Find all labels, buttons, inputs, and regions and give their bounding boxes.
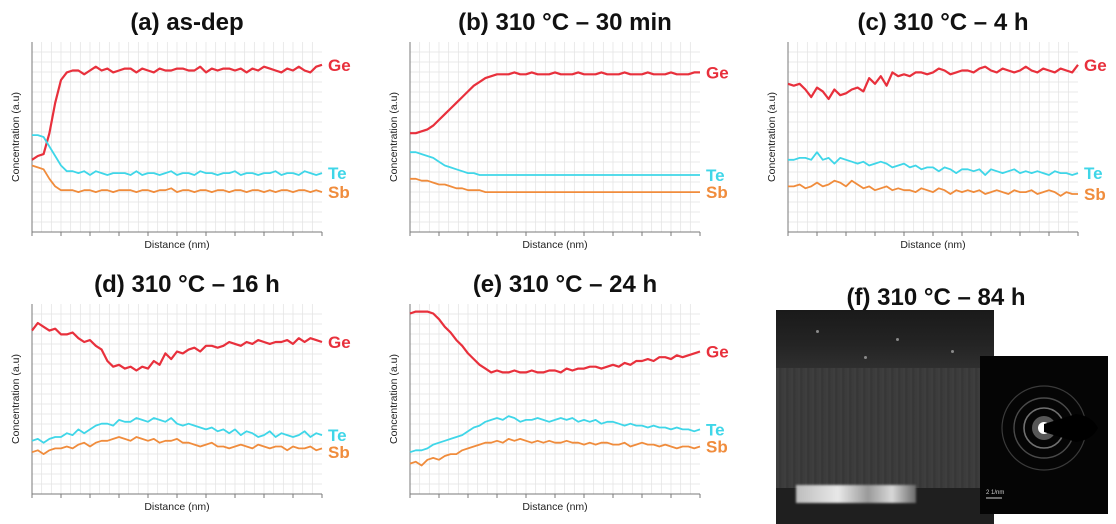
series-label-sb: Sb <box>328 183 350 202</box>
y-axis-label: Concentration (a.u) <box>388 354 400 444</box>
chart-panel-e: (e) 310 °C – 24 h Distance (nm) Concentrat… <box>378 262 738 524</box>
tem-particle <box>864 356 867 359</box>
chart-panel-a: (a) as-dep Distance (nm) Concentration (a.… <box>0 0 360 262</box>
chart-title: (a) as-dep <box>130 9 243 36</box>
series-line-ge <box>31 63 323 161</box>
series-label-sb: Sb <box>328 443 350 462</box>
series-line-sb <box>31 436 323 456</box>
tem-bright-region <box>796 485 916 503</box>
series-label-te: Te <box>328 164 347 183</box>
chart-panel-d: (d) 310 °C – 16 h Distance (nm) Concentrat… <box>0 262 360 524</box>
saed-pattern-inset: 2 1/nm <box>980 356 1108 514</box>
series-label-te: Te <box>706 166 725 185</box>
y-axis-label: Concentration (a.u) <box>10 92 22 182</box>
x-axis-label: Distance (nm) <box>144 501 209 513</box>
series-line-sb <box>409 437 701 467</box>
y-axis-label: Concentration (a.u) <box>388 92 400 182</box>
scale-bar-label: 2 1/nm <box>986 490 1004 496</box>
chart-svg-b: (b) 310 °C – 30 min Distance (nm) Concentr… <box>388 9 729 251</box>
series-label-te: Te <box>328 426 347 445</box>
tem-particle <box>896 338 899 341</box>
tem-top-layer <box>776 310 994 368</box>
series-label-te: Te <box>1084 164 1103 183</box>
chart-svg-c: (c) 310 °C – 4 h Distance (nm) Concentrati… <box>766 9 1107 251</box>
series-line-sb <box>788 179 1078 197</box>
y-axis-label: Concentration (a.u) <box>766 92 778 182</box>
chart-title: (e) 310 °C – 24 h <box>473 271 657 298</box>
chart-title: (b) 310 °C – 30 min <box>458 9 672 36</box>
series-label-ge: Ge <box>328 56 351 75</box>
series-line-ge <box>787 64 1079 101</box>
series-line-ge <box>31 321 323 372</box>
y-axis-label: Concentration (a.u) <box>10 354 22 444</box>
series-line-ge <box>410 71 700 135</box>
tem-particle <box>951 350 954 353</box>
chart-panel-c: (c) 310 °C – 4 h Distance (nm) Concentrati… <box>756 0 1116 262</box>
chart-svg-d: (d) 310 °C – 16 h Distance (nm) Concentrat… <box>10 271 351 513</box>
chart-svg-a: (a) as-dep Distance (nm) Concentration (a.… <box>10 9 351 251</box>
series-label-sb: Sb <box>706 438 728 457</box>
series-label-sb: Sb <box>706 183 728 202</box>
series-label-sb: Sb <box>1084 185 1106 204</box>
tem-micrograph <box>776 310 994 524</box>
x-axis-label: Distance (nm) <box>522 501 587 513</box>
series-label-ge: Ge <box>706 63 729 82</box>
x-axis-label: Distance (nm) <box>144 239 209 251</box>
x-axis-label: Distance (nm) <box>522 239 587 251</box>
tem-film-layer <box>776 368 994 488</box>
series-line-te <box>410 151 700 176</box>
chart-panel-b: (b) 310 °C – 30 min Distance (nm) Concentr… <box>378 0 738 262</box>
panel-f: (f) 310 °C – 84 h <box>756 262 1116 524</box>
series-label-ge: Ge <box>706 343 729 362</box>
series-label-ge: Ge <box>1084 56 1107 75</box>
chart-svg-e: (e) 310 °C – 24 h Distance (nm) Concentrat… <box>388 271 729 513</box>
series-line-sb <box>410 177 700 194</box>
series-line-ge <box>409 310 701 374</box>
series-line-te <box>788 151 1079 176</box>
series-label-ge: Ge <box>328 333 351 352</box>
chart-title: (d) 310 °C – 16 h <box>94 271 280 298</box>
panel-f-title: (f) 310 °C – 84 h <box>846 284 1026 311</box>
series-line-te <box>409 415 701 454</box>
saed-svg: 2 1/nm <box>986 385 1098 499</box>
series-line-te <box>32 134 323 176</box>
beam-stop <box>1044 414 1098 442</box>
series-line-te <box>31 417 323 444</box>
x-axis-label: Distance (nm) <box>900 239 965 251</box>
series-label-te: Te <box>706 420 725 439</box>
chart-title: (c) 310 °C – 4 h <box>858 9 1029 36</box>
tem-particle <box>816 330 819 333</box>
series-line-sb <box>31 164 323 194</box>
